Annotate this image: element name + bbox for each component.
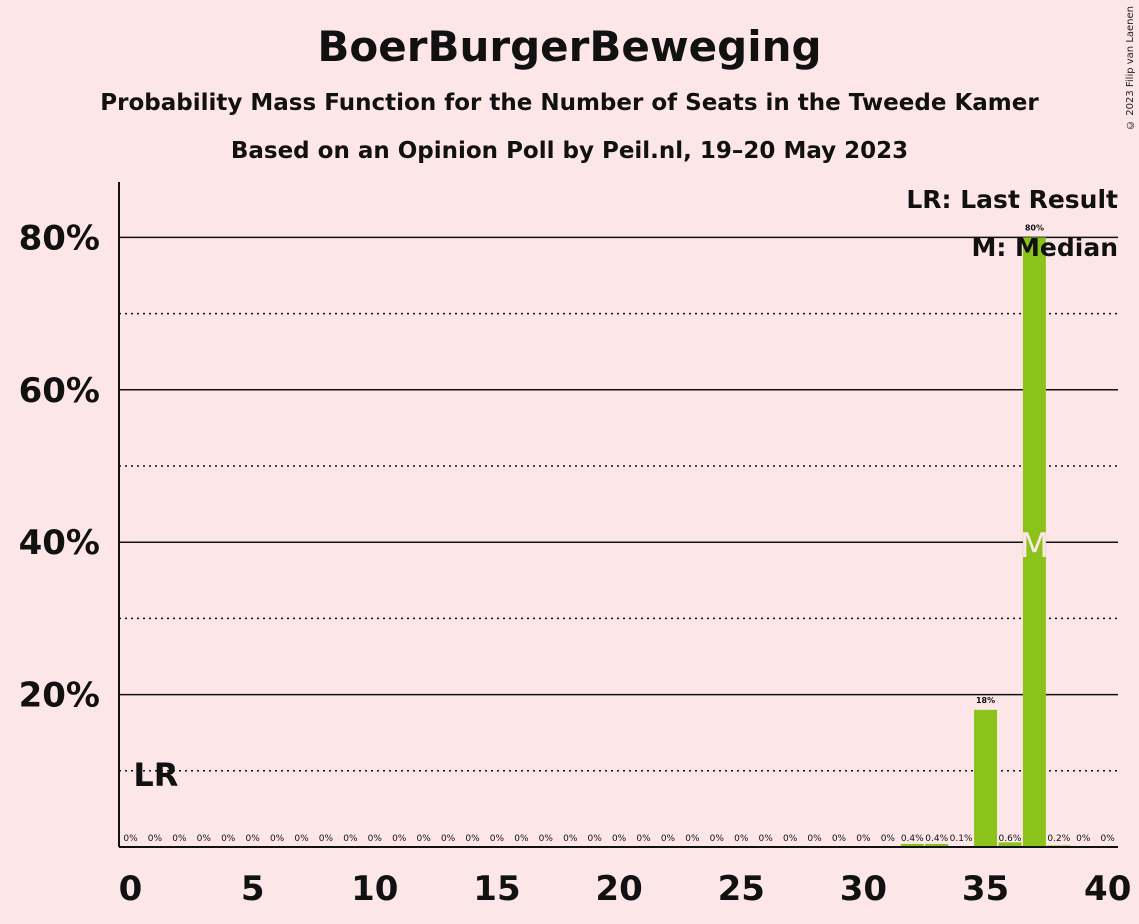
bar-value-label: 0% [734,834,749,844]
bar-value-label: 0% [1101,834,1116,844]
bar [925,843,949,847]
x-tick-label: 40 [1084,869,1131,909]
median-marker: M [1020,526,1049,566]
bar-value-label: 0% [612,834,627,844]
bar-value-label: 18% [976,696,995,705]
x-tick-label: 15 [473,869,520,909]
y-tick-label: 60% [19,371,100,411]
bar-value-label: 0% [172,834,187,844]
last-result-marker: LR [133,756,178,794]
bar-value-label: 0.4% [901,834,924,844]
x-tick-label: 5 [241,869,265,909]
bar-value-label: 0% [417,834,432,844]
bar-value-label: 0% [807,834,822,844]
bar-value-label: 0% [710,834,725,844]
bar-value-label: 0% [441,834,456,844]
y-tick-label: 20% [19,676,100,716]
x-tick-label: 35 [962,869,1009,909]
bar-value-label: 0% [685,834,700,844]
bar-value-label: 0% [490,834,505,844]
bar-value-label: 0% [197,834,212,844]
bar-value-label: 0% [514,834,529,844]
bar-value-label: 0% [588,834,603,844]
legend-median: M: Median [971,233,1118,262]
y-tick-label: 40% [19,523,100,563]
x-tick-label: 25 [718,869,765,909]
bar-value-label: 0% [759,834,774,844]
bar-value-label: 0% [368,834,383,844]
bar-value-label: 0% [881,834,896,844]
bar-value-label: 0% [1076,834,1091,844]
bar-value-label: 0% [294,834,309,844]
bar-value-label: 0% [465,834,480,844]
chart-subtitle-poll: Based on an Opinion Poll by Peil.nl, 19–… [230,138,909,164]
bar-value-label: 0.4% [925,834,948,844]
bar [974,709,998,847]
bar-value-label: 0% [319,834,334,844]
y-tick-label: 80% [19,218,100,258]
bar [1022,237,1046,847]
bar-value-label: 0.1% [950,834,973,844]
x-tick-label: 0 [119,869,143,909]
bar [900,843,924,847]
x-tick-label: 30 [840,869,887,909]
chart-subtitle: Probability Mass Function for the Number… [100,90,1039,116]
bar-value-label: 0% [783,834,798,844]
bar-value-label: 80% [1025,223,1044,232]
bar-value-label: 0% [636,834,651,844]
bar-value-label: 0.6% [999,834,1022,844]
x-tick-label: 10 [351,869,398,909]
bar-value-label: 0% [270,834,285,844]
bar [998,842,1022,847]
bar-value-label: 0% [832,834,847,844]
bar-value-label: 0% [343,834,358,844]
bar-value-label: 0.2% [1047,834,1070,844]
chart-title: BoerBurgerBeweging [317,22,822,71]
bar-value-label: 0% [123,834,138,844]
bar-value-label: 0% [563,834,578,844]
bar-value-label: 0% [539,834,554,844]
bar-value-label: 0% [246,834,261,844]
legend-last-result: LR: Last Result [906,185,1118,214]
x-tick-label: 20 [595,869,642,909]
bar-value-label: 0% [392,834,407,844]
bar-value-label: 0% [856,834,871,844]
bar-value-label: 0% [148,834,163,844]
bar-value-label: 0% [221,834,236,844]
bar-value-label: 0% [661,834,676,844]
